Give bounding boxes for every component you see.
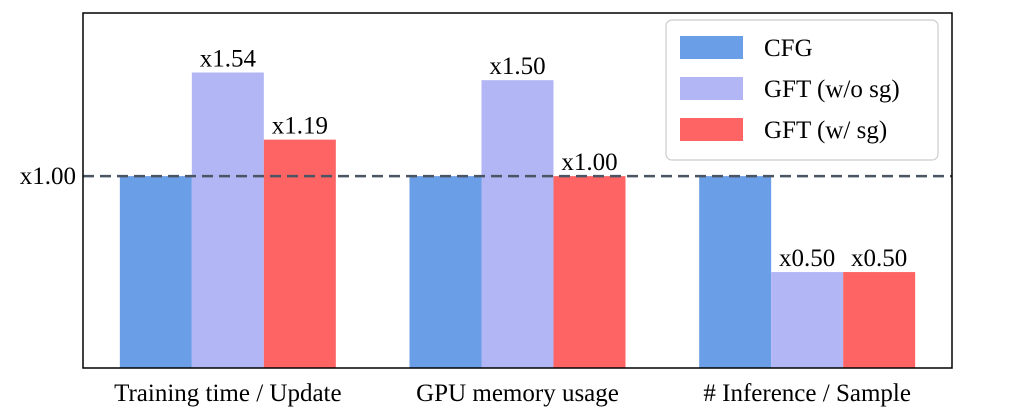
- data-label: x1.00: [561, 149, 617, 176]
- reference-layer: x1.00: [20, 163, 952, 190]
- legend: CFG GFT (w/o sg) GFT (w/ sg): [665, 19, 939, 161]
- bars-layer: [119, 72, 916, 369]
- bar-2-2: [481, 80, 554, 368]
- legend-label: GFT (w/ sg): [764, 117, 887, 144]
- bar-2-1: [191, 72, 264, 369]
- data-label: x1.50: [489, 53, 545, 80]
- reference-line-label: x1.00: [20, 163, 76, 190]
- data-label: x0.50: [851, 245, 907, 272]
- legend-swatch: [680, 36, 743, 59]
- data-label: x1.19: [272, 113, 328, 140]
- legend-swatch: [680, 118, 743, 141]
- data-labels-layer: x1.54 x1.19 x1.50 x1.00 x0.50 x0.50: [200, 45, 908, 272]
- bar-1-3: [699, 176, 772, 368]
- legend-label: CFG: [764, 35, 813, 62]
- x-tick-label: GPU memory usage: [416, 380, 619, 407]
- bar-1-2: [409, 176, 482, 368]
- data-label: x0.50: [779, 245, 835, 272]
- legend-swatch: [680, 77, 743, 100]
- bar-3-3: [843, 272, 916, 368]
- x-tick-label: # Inference / Sample: [703, 380, 911, 407]
- legend-label: GFT (w/o sg): [764, 76, 900, 103]
- bar-3-1: [263, 139, 336, 368]
- x-tick-label: Training time / Update: [114, 380, 342, 407]
- x-ticks-layer: Training time / Update GPU memory usage # …: [114, 380, 911, 407]
- bar-2-3: [771, 272, 844, 368]
- bar-1-1: [119, 176, 192, 368]
- data-label: x1.54: [200, 45, 257, 72]
- plot-frame: [82, 12, 953, 369]
- bar-3-2: [553, 176, 626, 368]
